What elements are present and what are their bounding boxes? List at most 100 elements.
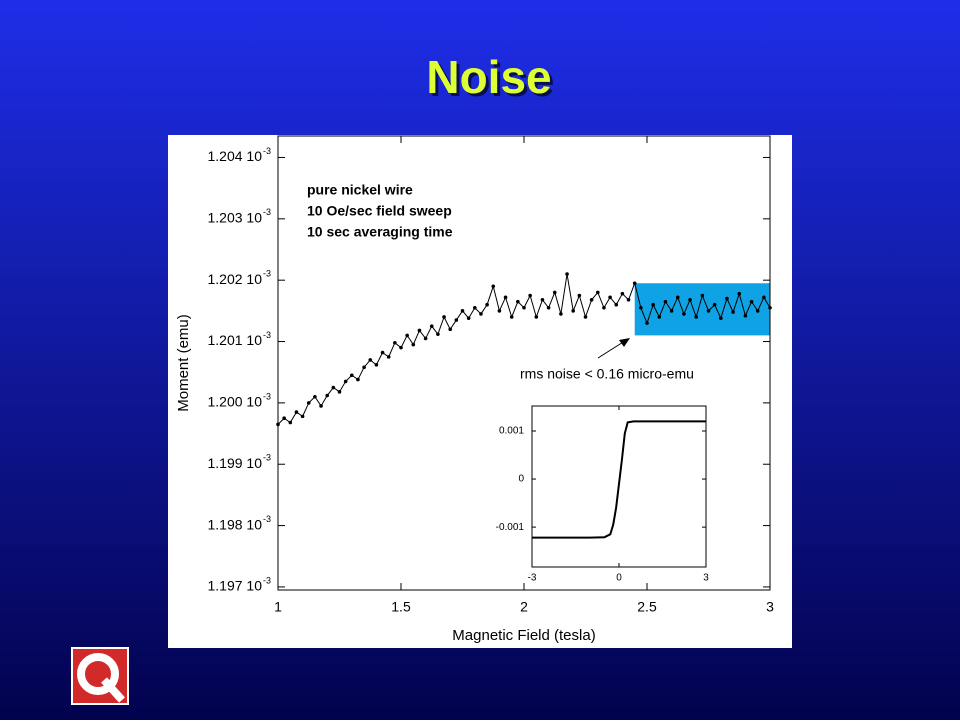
data-point (497, 309, 502, 313)
data-point (755, 309, 760, 313)
y-tick-exponent: -3 (263, 391, 271, 401)
logo-tail (101, 677, 125, 703)
x-tick-label: 0 (616, 573, 622, 584)
x-axis-label: Magnetic Field (tesla) (452, 627, 595, 644)
data-point (276, 422, 280, 427)
data-point (282, 416, 286, 421)
data-point (626, 298, 631, 302)
y-tick-exponent: -3 (263, 575, 271, 585)
y-tick-label: 1.199 10 (208, 455, 263, 471)
data-point (485, 302, 489, 307)
data-point (706, 309, 711, 313)
data-point (552, 290, 557, 295)
data-point (719, 316, 723, 321)
y-tick-label: -0.001 (496, 522, 525, 533)
data-point (522, 305, 526, 310)
y-tick-exponent: -3 (263, 207, 271, 217)
data-point (669, 309, 674, 313)
data-point (442, 315, 446, 319)
data-point (399, 345, 403, 350)
data-point (460, 309, 465, 313)
data-point (565, 272, 569, 276)
data-point (374, 363, 379, 367)
data-point (700, 293, 705, 298)
title-shadow: Noise (429, 54, 554, 106)
data-point (762, 295, 766, 300)
y-tick-label: 1.201 10 (208, 332, 263, 348)
x-tick-label: 3 (703, 573, 709, 584)
data-point (651, 302, 655, 307)
data-point (294, 410, 299, 414)
data-point (614, 302, 619, 307)
data-point (577, 293, 582, 298)
data-point (516, 299, 520, 304)
data-point (675, 295, 680, 300)
data-point (743, 313, 748, 318)
data-line (532, 420, 706, 539)
note: rms noise < 0.16 micro-emu (520, 366, 694, 382)
data-point (540, 298, 545, 302)
logo-ring (77, 653, 119, 695)
data-point (583, 315, 588, 319)
data-point (620, 291, 625, 296)
plot: 1 1.5 2 2.5 31.197 10 -31.198 10 -31.199 10 -31… (175, 135, 774, 644)
data-point (362, 365, 366, 370)
data-point (608, 295, 612, 300)
data-point (343, 379, 348, 384)
data-point (368, 358, 373, 362)
data-point (288, 420, 293, 425)
data-point (589, 298, 594, 302)
data-point (454, 318, 459, 322)
y-tick-exponent: -3 (263, 146, 271, 156)
chart-panel (168, 135, 792, 648)
data-point (325, 393, 330, 398)
data-point (639, 305, 643, 310)
y-tick-label: 1.198 10 (208, 516, 263, 532)
logo (71, 647, 129, 705)
data-point (473, 305, 477, 310)
data-point (331, 385, 336, 390)
y-tick-label: 1.204 10 (208, 148, 263, 164)
data-point (300, 414, 305, 419)
y-tick-label: 1.200 10 (208, 394, 263, 410)
data-point (386, 355, 391, 359)
y-tick-label: 1.197 10 (208, 578, 263, 594)
data-point (688, 298, 692, 302)
data-point (466, 316, 471, 321)
annotation: pure nickel wire (307, 182, 413, 198)
data-point (725, 296, 729, 301)
data-point (448, 327, 453, 332)
x-tick-label: 1.5 (391, 599, 411, 615)
data-point (645, 321, 649, 325)
data-point (694, 315, 698, 319)
x-tick-label: 2 (520, 599, 528, 615)
data-point (417, 328, 422, 333)
data-point (663, 299, 668, 304)
y-tick-exponent: -3 (263, 514, 271, 524)
y-tick-label: 1.202 10 (208, 271, 263, 287)
data-point (393, 340, 397, 345)
data-point (749, 299, 754, 304)
data-point (436, 332, 440, 336)
data-point (571, 309, 575, 313)
data-point (313, 394, 317, 399)
data-point (602, 305, 606, 310)
x-tick-label: 3 (766, 599, 774, 615)
x-tick-label: 2.5 (637, 599, 657, 615)
data-point (429, 324, 434, 328)
data-point (737, 291, 742, 296)
data-point (768, 305, 772, 310)
data-point (534, 315, 539, 319)
data-point (731, 310, 735, 314)
data-point (657, 315, 662, 319)
y-tick-label: 0 (518, 474, 524, 485)
y-tick-exponent: -3 (263, 330, 271, 340)
y-tick-label: 1.203 10 (208, 210, 263, 226)
data-point (546, 305, 551, 310)
data-point (479, 312, 483, 316)
note-arrowhead (619, 338, 630, 347)
data-point (503, 295, 508, 300)
data-point (337, 390, 342, 394)
data-point (380, 350, 385, 355)
data-point (411, 342, 416, 347)
